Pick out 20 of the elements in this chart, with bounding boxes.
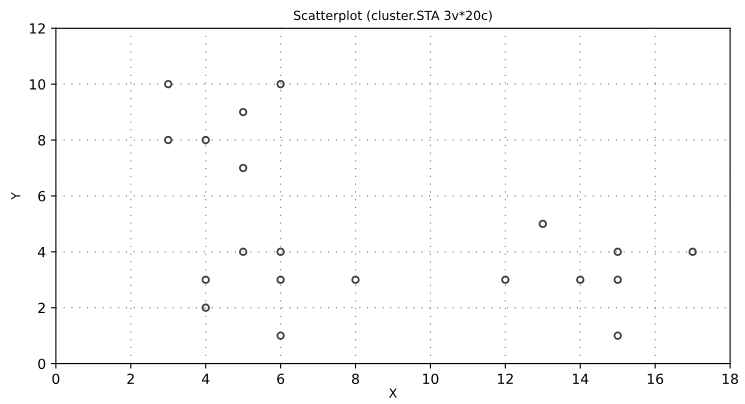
x-tick-label: 12	[498, 374, 513, 384]
x-tick-label: 8	[352, 374, 359, 384]
y-tick-label: 6	[38, 190, 46, 202]
y-tick-label: 12	[30, 23, 45, 34]
y-tick-label: 2	[38, 302, 45, 313]
y-axis-title: Y	[11, 192, 20, 200]
y-tick-label: 4	[38, 246, 46, 258]
x-tick-label: 4	[202, 374, 210, 384]
x-tick-label: 2	[127, 374, 134, 384]
x-tick-label: 6	[277, 374, 284, 384]
x-tick-label: 16	[648, 374, 664, 384]
y-tick-label: 0	[38, 358, 46, 370]
x-tick-label: 14	[572, 374, 588, 384]
y-tick-label: 8	[38, 135, 46, 146]
chart-title: Scatterplot (cluster.STA 3v*20c)	[294, 10, 492, 23]
x-tick-label: 0	[52, 374, 60, 384]
x-tick-label: 18	[722, 374, 738, 384]
x-axis-title: X	[389, 388, 397, 398]
y-tick-label: 10	[30, 79, 46, 90]
x-tick-label: 10	[423, 374, 438, 384]
